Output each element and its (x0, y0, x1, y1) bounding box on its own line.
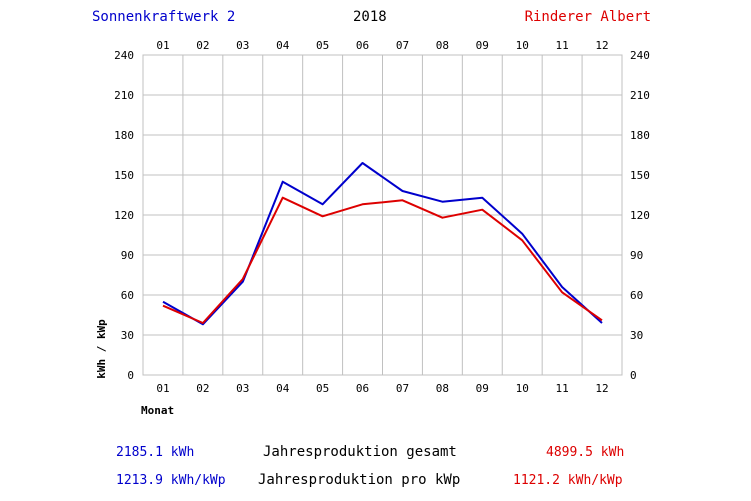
y-tick-label-left: 180 (114, 129, 134, 142)
x-tick-label-top: 10 (516, 39, 529, 52)
x-tick-label-top: 03 (236, 39, 249, 52)
y-axis-label: kWh / kWp (95, 319, 108, 379)
series-line-2 (162, 196, 603, 324)
y-ticks: 0 0 30 30 60 60 90 90 120 120 150 150 180 180 210 210 24… (114, 49, 650, 382)
y-tick-label-right: 30 (630, 329, 643, 342)
x-ticks: 01 01 02 02 03 03 04 04 05 05 06 06 07 07 08 08 09 09 10 10… (156, 39, 608, 395)
x-tick-label-bottom: 04 (276, 382, 290, 395)
per-kwp-production-b: 1121.2 kWh/kWp (513, 473, 623, 488)
x-tick-label-bottom: 09 (476, 382, 489, 395)
per-kwp-production-label: Jahresproduktion pro kWp (258, 472, 461, 488)
x-tick-label-bottom: 08 (436, 382, 449, 395)
y-tick-label-left: 240 (114, 49, 134, 62)
chart-grid (142, 54, 623, 376)
y-tick-label-right: 60 (630, 289, 643, 302)
y-tick-label-right: 210 (630, 89, 650, 102)
x-tick-label-top: 05 (316, 39, 329, 52)
x-tick-label-top: 06 (356, 39, 369, 52)
x-tick-label-top: 11 (556, 39, 569, 52)
y-tick-label-left: 150 (114, 169, 134, 182)
y-tick-label-left: 90 (121, 249, 134, 262)
y-tick-label-right: 0 (630, 369, 637, 382)
x-tick-label-top: 12 (595, 39, 608, 52)
x-tick-label-top: 02 (196, 39, 209, 52)
x-tick-label-bottom: 10 (516, 382, 529, 395)
x-tick-label-top: 01 (156, 39, 169, 52)
per-kwp-production-a: 1213.9 kWh/kWp (116, 473, 226, 488)
series-lines (162, 162, 603, 326)
y-tick-label-right: 180 (630, 129, 650, 142)
total-production-b: 4899.5 kWh (546, 445, 625, 460)
x-tick-label-bottom: 12 (595, 382, 608, 395)
x-tick-label-bottom: 06 (356, 382, 369, 395)
plant-name: Sonnenkraftwerk 2 (92, 9, 236, 25)
x-tick-label-bottom: 03 (236, 382, 249, 395)
x-tick-label-bottom: 11 (556, 382, 569, 395)
x-tick-label-bottom: 01 (156, 382, 169, 395)
y-tick-label-left: 0 (127, 369, 134, 382)
y-tick-label-left: 120 (114, 209, 134, 222)
y-tick-label-right: 120 (630, 209, 650, 222)
x-tick-label-bottom: 07 (396, 382, 409, 395)
x-tick-label-top: 09 (476, 39, 489, 52)
year-title: 2018 (353, 9, 387, 25)
y-tick-label-left: 210 (114, 89, 134, 102)
x-tick-label-top: 08 (436, 39, 449, 52)
owner-name: Rinderer Albert (524, 9, 651, 25)
x-tick-label-top: 04 (276, 39, 290, 52)
y-tick-label-left: 60 (121, 289, 134, 302)
plot-frame (142, 54, 623, 376)
y-tick-label-right: 240 (630, 49, 650, 62)
x-tick-label-bottom: 02 (196, 382, 209, 395)
series-line-1 (162, 162, 603, 326)
x-axis-label: Monat (141, 404, 174, 417)
y-tick-label-right: 150 (630, 169, 650, 182)
y-tick-label-right: 90 (630, 249, 643, 262)
x-tick-label-bottom: 05 (316, 382, 329, 395)
x-tick-label-top: 07 (396, 39, 409, 52)
total-production-a: 2185.1 kWh (116, 445, 195, 460)
total-production-label: Jahresproduktion gesamt (263, 444, 457, 460)
y-tick-label-left: 30 (121, 329, 134, 342)
